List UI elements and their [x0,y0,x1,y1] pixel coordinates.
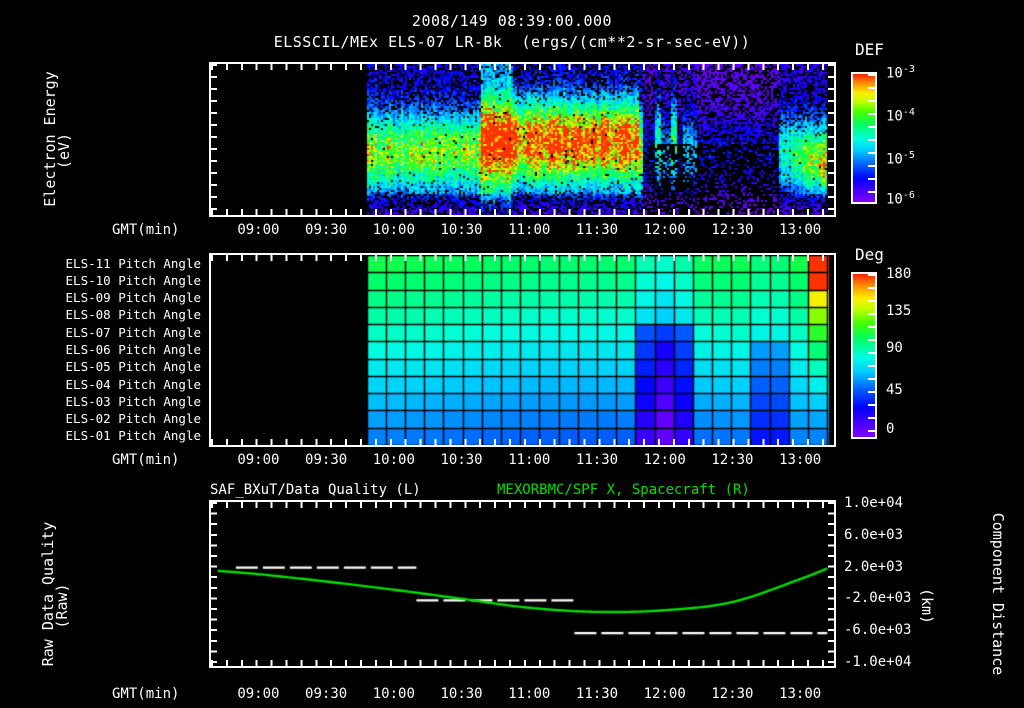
xtick-label: 09:00 [237,686,280,702]
quality-ylabel-left-units-text: (Raw) [53,583,71,629]
xtick-label: 13:00 [779,222,822,238]
quality-panel [209,500,836,668]
xtick-label: 09:30 [305,222,348,238]
deg-colorbar-ticks [868,274,875,437]
xtick-label: 11:30 [575,686,619,702]
quality-ytick-label-right: -6.0e+03 [844,622,912,639]
pitch-angle-row-label: ELS-06 Pitch Angle [65,342,201,357]
pitch-top-ticks [211,255,834,261]
xtick-label: 10:30 [440,222,483,238]
pitch-angle-row-label: ELS-08 Pitch Angle [65,307,201,323]
xtick-label: 10:30 [440,686,483,702]
def-colorbar [851,72,877,204]
pitch-angle-image [211,255,834,445]
page-title-datetime: 2008/149 08:39:00.000 [411,12,613,30]
def-colorbar-tick-label: 10-3 [886,64,915,82]
def-colorbar-title: DEF [855,40,884,59]
xtick-label: 13:00 [779,686,822,702]
spectrogram-xlabel: GMT(min) [112,222,180,238]
spectrogram-bottom-ticks [211,209,834,215]
pitch-angle-row-label: ELS-02 Pitch Angle [65,411,201,427]
quality-top-ticks [211,502,834,508]
deg-colorbar-tick-label: 135 [886,303,912,319]
xtick-label: 10:00 [372,452,415,468]
xtick-label: 10:30 [440,452,483,468]
pitch-angle-row-label: ELS-04 Pitch Angle [65,376,201,392]
pitch-angle-row-label: ELS-09 Pitch Angle [65,290,201,306]
xtick-label: 12:30 [711,452,754,468]
pitch-angle-row-label: ELS-11 Pitch Angle [65,255,201,271]
deg-colorbar-title: Deg [855,245,884,264]
pitch-angle-panel [209,253,836,447]
pitch-angle-row-label: ELS-07 Pitch Angle [65,324,201,340]
quality-right-ticks [828,502,834,666]
spectrogram-left-ticks [211,64,217,215]
quality-ylabel-left-units: (Raw) [53,566,71,646]
def-colorbar-ticks [868,74,875,202]
deg-colorbar-tick-label: 180 [886,266,912,282]
xtick-label: 12:30 [711,686,754,702]
quality-ylabel-right-units: (km) [918,566,936,646]
quality-ytick-label-right: -2.0e+03 [844,590,912,607]
xtick-label: 12:30 [711,222,754,238]
xtick-label: 11:30 [575,452,619,468]
quality-plot-curve [211,502,834,666]
xtick-label: 12:00 [643,452,686,468]
quality-ylabel-right-units-text: (km) [918,587,936,625]
deg-colorbar-tick-label: 45 [886,382,903,398]
deg-colorbar-tick-label: 0 [886,421,895,437]
spectrogram-image [211,64,834,215]
xtick-label: 11:00 [508,686,551,702]
spectrogram-panel [209,62,836,217]
quality-title-left: SAF_BXuT/Data Quality (L) [210,482,421,498]
quality-ytick-label-right: 6.0e+03 [844,526,904,543]
xtick-label: 12:00 [643,222,686,238]
deg-colorbar-tick-label: 90 [886,340,903,356]
spectrogram-ylabel-units: (eV) [55,111,73,191]
spectrogram-ylabel-units-text: (eV) [55,132,73,170]
xtick-label: 13:00 [779,452,822,468]
quality-title-right: MEXORBMC/SPF X, Spacecraft (R) [497,482,750,498]
xtick-label: 11:00 [508,452,551,468]
xtick-label: 09:00 [237,452,280,468]
pitch-bottom-ticks [211,439,834,445]
page-title-instrument: ELSSCIL/MEx ELS-07 LR-Bk (ergs/(cm**2-sr… [273,33,751,51]
pitch-angle-row-label: ELS-03 Pitch Angle [65,393,201,409]
xtick-label: 11:30 [575,222,619,238]
pitch-angle-row-label: ELS-01 Pitch Angle [65,428,201,444]
pitch-angle-row-label: ELS-10 Pitch Angle [65,272,201,288]
quality-ytick-label-right: -1.0e+04 [844,654,912,670]
quality-xlabel: GMT(min) [112,686,180,702]
quality-left-ticks [211,502,217,666]
xtick-label: 09:30 [305,452,348,468]
pitch-angle-row-label: ELS-05 Pitch Angle [65,359,201,375]
xtick-label: 10:00 [372,222,415,238]
spectrogram-top-ticks [211,64,834,70]
xtick-label: 10:00 [372,686,415,702]
xtick-label: 09:00 [237,222,280,238]
quality-ytick-label-right: 2.0e+03 [844,558,904,575]
xtick-label: 09:30 [305,686,348,702]
xtick-label: 12:00 [643,686,686,702]
quality-ylabel-right: Component Distance [989,504,1007,684]
quality-bottom-ticks [211,660,834,666]
def-colorbar-tick-label: 10-5 [886,150,915,168]
quality-ytick-label-right: 1.0e+04 [844,495,904,511]
pitch-xlabel: GMT(min) [112,452,180,468]
quality-ylabel-right-text: Component Distance [989,512,1007,676]
def-colorbar-tick-label: 10-6 [886,190,915,208]
xtick-label: 11:00 [508,222,551,238]
deg-colorbar [851,272,877,439]
spectrogram-right-ticks [828,64,834,215]
def-colorbar-tick-label: 10-4 [886,107,915,125]
